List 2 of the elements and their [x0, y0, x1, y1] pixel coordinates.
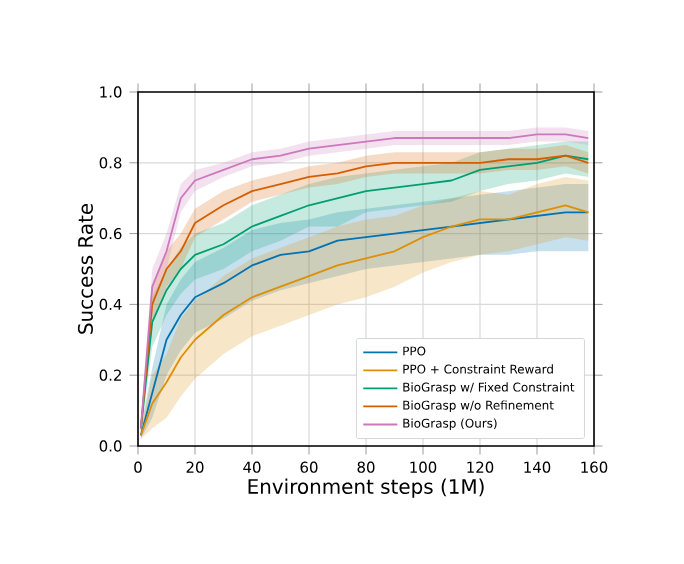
y-axis-title: Success Rate: [77, 203, 93, 334]
x-axis-title: Environment steps (1M): [248, 478, 484, 498]
